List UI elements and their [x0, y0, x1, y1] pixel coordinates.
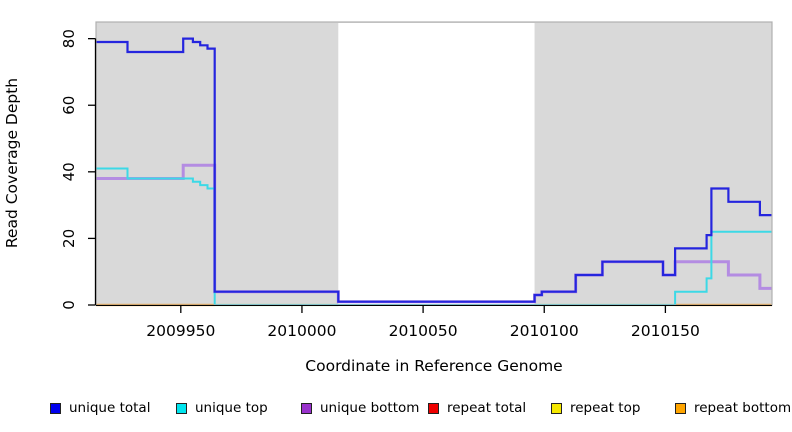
legend-label: unique bottom [320, 400, 420, 416]
legend-swatch-repeat-top [551, 402, 562, 414]
legend-label: repeat bottom [694, 400, 792, 416]
legend-label: unique total [69, 400, 151, 416]
legend-item-unique-total: unique total [50, 399, 150, 417]
y-tick-label: 0 [60, 300, 78, 310]
legend-item-unique-top: unique top [176, 399, 268, 417]
x-tick-label: 2010050 [389, 322, 458, 340]
legend-swatch-unique-top [176, 402, 187, 414]
y-tick-label: 60 [60, 96, 78, 115]
legend-swatch-unique-total [50, 402, 61, 414]
plot-svg: 0 20 40 60 80 2009950 2010000 2010050 2010100 201… [3, 21, 773, 375]
x-tick-label: 2010000 [267, 322, 336, 340]
legend-swatch-repeat-total [428, 402, 439, 414]
y-tick-label: 20 [60, 229, 78, 248]
legend: unique total unique top unique bottom repea… [0, 399, 792, 419]
legend-swatch-unique-bottom [301, 402, 312, 414]
x-tick-label: 2010100 [510, 322, 579, 340]
series-unique-total-line [96, 37, 772, 303]
y-tick-label: 80 [60, 29, 78, 48]
legend-swatch-repeat-bottom [675, 402, 686, 414]
legend-item-unique-bottom: unique bottom [301, 399, 419, 417]
x-tick-label: 2010150 [631, 322, 700, 340]
legend-label: repeat total [447, 400, 527, 416]
x-tick-label: 2009950 [146, 322, 215, 340]
y-tick-label: 40 [60, 162, 78, 181]
x-axis-title: Coordinate in Reference Genome [305, 357, 562, 375]
legend-item-repeat-total: repeat total [428, 399, 526, 417]
masked-region [338, 23, 535, 305]
legend-label: unique top [195, 400, 268, 416]
series-unique-top-line [96, 167, 772, 306]
legend-item-repeat-bottom: repeat bottom [675, 399, 791, 417]
legend-label: repeat top [570, 400, 641, 416]
legend-item-repeat-top: repeat top [551, 399, 640, 417]
y-axis-title: Read Coverage Depth [3, 78, 21, 248]
chart-layers: 0 20 40 60 80 2009950 2010000 2010050 2010100 201… [60, 21, 773, 340]
